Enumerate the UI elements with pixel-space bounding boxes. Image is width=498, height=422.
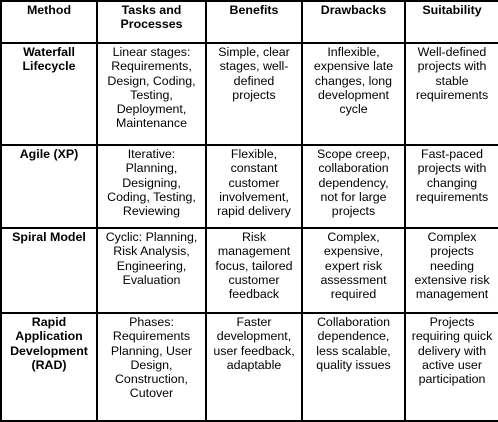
header-method: Method bbox=[0, 0, 98, 44]
suitability-cell: Well-defined projects with stable requir… bbox=[404, 42, 498, 146]
table-row: Rapid Application Development (RAD) Phas… bbox=[0, 312, 498, 422]
header-row: Method Tasks and Processes Benefits Draw… bbox=[0, 0, 498, 44]
drawbacks-cell: Complex, expensive, expert risk assessme… bbox=[301, 227, 406, 314]
suitability-cell: Projects requiring quick delivery with a… bbox=[404, 312, 498, 422]
benefits-cell: Risk management focus, tailored customer… bbox=[205, 227, 303, 314]
benefits-cell: Flexible, constant customer involvement,… bbox=[205, 144, 303, 229]
tasks-cell: Cyclic: Planning, Risk Analysis, Enginee… bbox=[96, 227, 207, 314]
header-drawbacks: Drawbacks bbox=[301, 0, 406, 44]
drawbacks-cell: Collaboration dependence, less scalable,… bbox=[301, 312, 406, 422]
method-cell: Waterfall Lifecycle bbox=[0, 42, 98, 146]
benefits-cell: Simple, clear stages, well- defined proj… bbox=[205, 42, 303, 146]
header-benefits: Benefits bbox=[205, 0, 303, 44]
benefits-cell: Faster development, user feedback, adapt… bbox=[205, 312, 303, 422]
method-cell: Rapid Application Development (RAD) bbox=[0, 312, 98, 422]
header-tasks-and-processes: Tasks and Processes bbox=[96, 0, 207, 44]
suitability-cell: Fast-paced projects with changing requir… bbox=[404, 144, 498, 229]
tasks-cell: Linear stages: Requirements, Design, Cod… bbox=[96, 42, 207, 146]
method-cell: Spiral Model bbox=[0, 227, 98, 314]
table-row: Agile (XP) Iterative: Planning, Designin… bbox=[0, 144, 498, 229]
drawbacks-cell: Inflexible, expensive late changes, long… bbox=[301, 42, 406, 146]
header-suitability: Suitability bbox=[404, 0, 498, 44]
drawbacks-cell: Scope creep, collaboration dependency, n… bbox=[301, 144, 406, 229]
table-row: Spiral Model Cyclic: Planning, Risk Anal… bbox=[0, 227, 498, 314]
suitability-cell: Complex projects needing extensive risk … bbox=[404, 227, 498, 314]
method-cell: Agile (XP) bbox=[0, 144, 98, 229]
tasks-cell: Phases: Requirements Planning, User Desi… bbox=[96, 312, 207, 422]
tasks-cell: Iterative: Planning, Designing, Coding, … bbox=[96, 144, 207, 229]
table-row: Waterfall Lifecycle Linear stages: Requi… bbox=[0, 42, 498, 146]
